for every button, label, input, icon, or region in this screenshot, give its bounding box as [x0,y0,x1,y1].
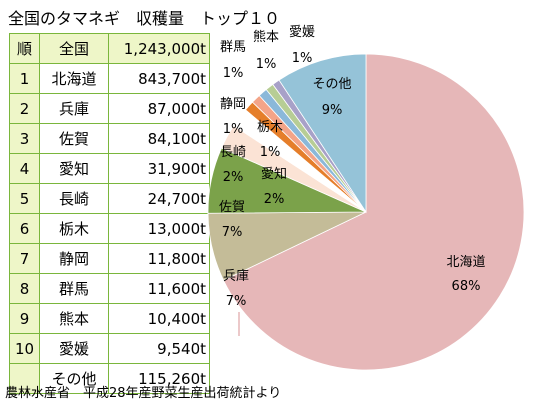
slice-name-label: 群馬 [220,40,246,55]
rank-cell: 3 [9,123,40,154]
slice-percent-label: 68% [452,279,481,294]
pie-labels: 北海道 68% 兵庫 7% 佐賀 7% 愛知 2% 長崎 2% 栃木 1% 静岡 1% 群馬 1% 熊本 1% 愛媛… [219,25,486,336]
name-cell: 兵庫 [39,93,109,124]
rank-cell: 5 [9,183,40,214]
slice-percent-label: 1% [256,57,277,72]
header-name: 全国 [39,33,109,64]
slice-percent-label: 2% [264,192,285,207]
table-footer-row: その他 115,260t [9,363,210,394]
slice-percent-label: 1% [223,122,244,137]
pie-slices [207,53,525,371]
value-cell: 843,700t [108,63,210,94]
slice-name-label: 北海道 [446,255,485,270]
rank-cell: 1 [9,63,40,94]
slice-percent-label: 9% [322,103,343,118]
footer-name: その他 [39,363,109,394]
rank-cell: 4 [9,153,40,184]
slice-percent-label: 1% [260,145,281,160]
footer-value: 115,260t [108,363,210,394]
table-row: 5 長崎 24,700t [9,183,210,214]
slice-percent-label: 7% [226,294,247,309]
slice-name-label: 熊本 [253,29,279,45]
slice-name-label: 愛媛 [289,25,315,40]
slice-percent-label: 2% [223,170,244,185]
table-row: 6 栃木 13,000t [9,213,210,244]
table-row: 1 北海道 843,700t [9,63,210,94]
pie-slice [278,53,367,214]
name-cell: 静岡 [39,243,109,274]
value-cell: 87,000t [108,93,210,124]
rank-cell: 8 [9,273,40,304]
value-cell: 13,000t [108,213,210,244]
rank-cell: 7 [9,243,40,274]
pie-slice [223,53,525,371]
table-row: 3 佐賀 84,100t [9,123,210,154]
value-cell: 24,700t [108,183,210,214]
name-cell: 栃木 [39,213,109,244]
source-note: 農林水産省 平成28年産野菜生産出荷統計より [5,386,282,401]
rank-cell: 10 [9,333,40,364]
table-row: 2 兵庫 87,000t [9,93,210,124]
rank-cell: 6 [9,213,40,244]
table-row: 4 愛知 31,900t [9,153,210,184]
table-row: 8 群馬 11,600t [9,273,210,304]
value-cell: 84,100t [108,123,210,154]
name-cell: 群馬 [39,273,109,304]
page-title: 全国のタマネギ 収穫量 トップ１０ [8,9,281,28]
rank-cell: 2 [9,93,40,124]
value-cell: 10,400t [108,303,210,334]
slice-name-label: 長崎 [220,145,246,160]
name-cell: 熊本 [39,303,109,334]
name-cell: 佐賀 [39,123,109,154]
ranking-table: 順 全国 1,243,000t 1 北海道 843,700t 2 兵庫 87,000t 3 佐… [9,33,210,394]
name-cell: 北海道 [39,63,109,94]
slice-percent-label: 1% [223,66,244,81]
slice-percent-label: 7% [222,225,243,240]
footer-rank [9,363,40,394]
slice-name-label: 静岡 [220,97,246,112]
slice-name-label: 栃木 [257,120,283,135]
slice-name-label: その他 [312,77,351,92]
value-cell: 9,540t [108,333,210,364]
value-cell: 31,900t [108,153,210,184]
value-cell: 11,800t [108,243,210,274]
value-cell: 11,600t [108,273,210,304]
slice-percent-label: 1% [292,51,313,66]
table-row: 10 愛媛 9,540t [9,333,210,364]
slice-name-label: 兵庫 [223,269,249,284]
table-header-row: 順 全国 1,243,000t [9,33,210,64]
slice-name-label: 愛知 [261,166,287,182]
header-value: 1,243,000t [108,33,210,64]
table-row: 7 静岡 11,800t [9,243,210,274]
table-row: 9 熊本 10,400t [9,303,210,334]
slice-name-label: 佐賀 [219,200,245,215]
